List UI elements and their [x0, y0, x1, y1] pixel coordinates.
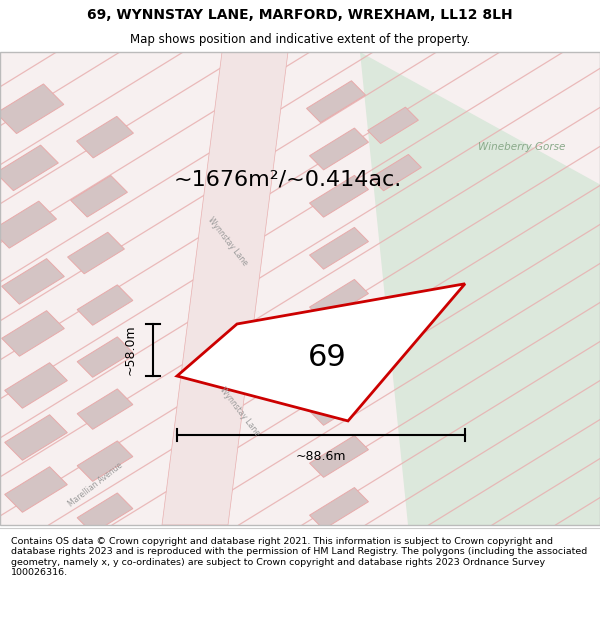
Polygon shape: [371, 154, 421, 191]
Polygon shape: [368, 107, 418, 144]
Polygon shape: [310, 279, 368, 321]
Text: ~1676m²/~0.414ac.: ~1676m²/~0.414ac.: [174, 170, 402, 190]
Text: Map shows position and indicative extent of the property.: Map shows position and indicative extent…: [130, 32, 470, 46]
Text: Marellian Avenue: Marellian Avenue: [67, 461, 125, 509]
Polygon shape: [77, 116, 133, 158]
Polygon shape: [360, 52, 600, 525]
Polygon shape: [310, 228, 368, 269]
Polygon shape: [310, 384, 368, 425]
Polygon shape: [5, 467, 67, 512]
Text: 69, WYNNSTAY LANE, MARFORD, WREXHAM, LL12 8LH: 69, WYNNSTAY LANE, MARFORD, WREXHAM, LL1…: [87, 8, 513, 21]
Text: ~58.0m: ~58.0m: [124, 324, 137, 375]
Text: Wynnstay Lane: Wynnstay Lane: [218, 386, 262, 438]
Polygon shape: [310, 331, 368, 373]
Polygon shape: [77, 389, 133, 429]
Polygon shape: [77, 337, 133, 377]
Text: 69: 69: [308, 342, 346, 372]
Text: Wynnstay Lane: Wynnstay Lane: [206, 215, 250, 267]
Polygon shape: [77, 493, 133, 533]
Polygon shape: [68, 232, 124, 274]
Polygon shape: [310, 488, 368, 529]
Polygon shape: [2, 311, 64, 356]
Text: Wineberry Gorse: Wineberry Gorse: [478, 142, 566, 152]
Polygon shape: [5, 362, 67, 408]
Polygon shape: [307, 81, 365, 122]
Polygon shape: [77, 285, 133, 325]
Polygon shape: [162, 52, 288, 525]
Polygon shape: [177, 284, 465, 421]
Polygon shape: [0, 84, 64, 134]
Polygon shape: [5, 415, 67, 460]
Polygon shape: [0, 201, 56, 248]
Polygon shape: [2, 259, 64, 304]
Text: Contains OS data © Crown copyright and database right 2021. This information is : Contains OS data © Crown copyright and d…: [11, 537, 587, 578]
Polygon shape: [310, 128, 368, 170]
Polygon shape: [77, 441, 133, 481]
Polygon shape: [0, 145, 58, 191]
Text: ~88.6m: ~88.6m: [296, 450, 346, 463]
Polygon shape: [310, 176, 368, 217]
Polygon shape: [310, 436, 368, 478]
Polygon shape: [71, 176, 127, 217]
